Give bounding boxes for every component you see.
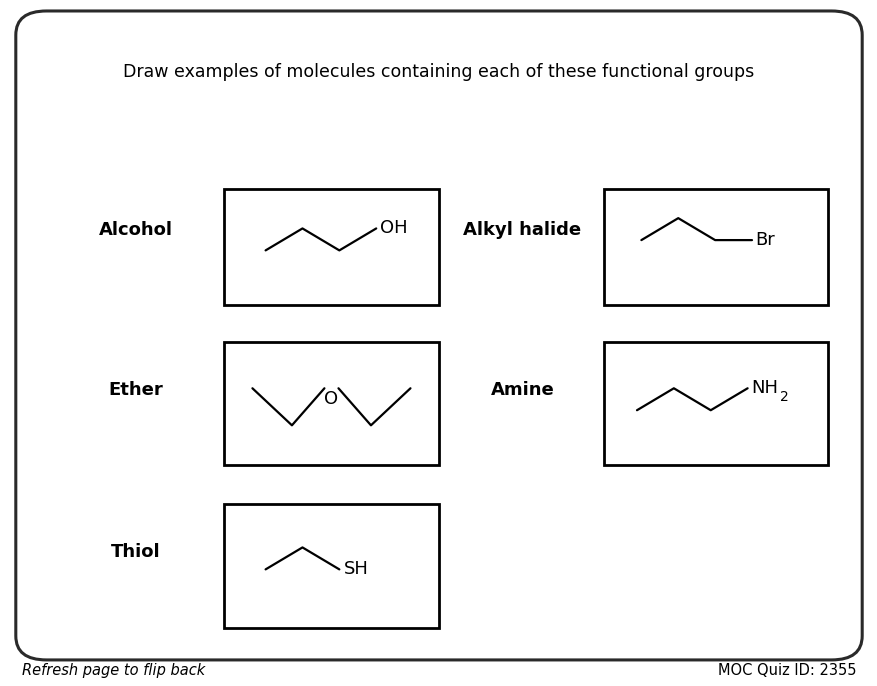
Bar <box>603 342 827 465</box>
Text: Thiol: Thiol <box>111 543 160 561</box>
Text: SH: SH <box>343 560 368 578</box>
Text: Alkyl halide: Alkyl halide <box>463 221 581 239</box>
Text: NH: NH <box>751 379 777 397</box>
Text: Ether: Ether <box>109 381 163 399</box>
Bar <box>224 504 438 628</box>
Text: Refresh page to flip back: Refresh page to flip back <box>22 663 205 678</box>
Text: Draw examples of molecules containing each of these functional groups: Draw examples of molecules containing ea… <box>124 63 753 81</box>
Text: Br: Br <box>754 231 774 249</box>
Text: Alcohol: Alcohol <box>99 221 173 239</box>
Text: OH: OH <box>379 220 407 237</box>
Text: O: O <box>324 390 339 407</box>
Bar <box>224 342 438 465</box>
Text: MOC Quiz ID: 2355: MOC Quiz ID: 2355 <box>717 663 855 678</box>
Text: 2: 2 <box>780 390 788 404</box>
Bar <box>224 189 438 305</box>
FancyBboxPatch shape <box>16 11 861 660</box>
Text: Amine: Amine <box>490 381 553 399</box>
Bar <box>603 189 827 305</box>
